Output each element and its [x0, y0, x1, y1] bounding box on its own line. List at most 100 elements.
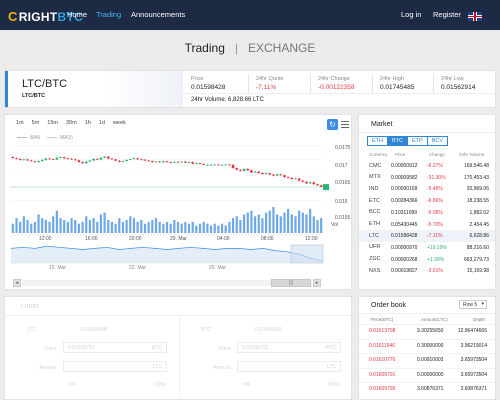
interval-1d[interactable]: 1d: [98, 120, 105, 126]
market-row[interactable]: MTX 0.00009582 -31.30% 170,453.43: [359, 172, 495, 184]
pair-name: LTC/BTC: [22, 78, 68, 90]
scrollbar-track[interactable]: [22, 280, 312, 286]
volume-bar: [114, 223, 117, 233]
volume-bar: [44, 220, 47, 233]
column-header-volume[interactable]: 24hr Volume: [459, 152, 485, 157]
navigator-window: [290, 244, 324, 264]
ma15-legend[interactable]: MA15: [47, 135, 73, 141]
market-row-currency: MTX: [369, 174, 381, 181]
volume-bar: [283, 212, 286, 233]
market-panel: Market ETH BTC ETP BCV Currency Price Ch…: [358, 114, 496, 290]
candle-body: [99, 157, 103, 160]
order-price: 0.01611546: [369, 342, 396, 349]
column-header-change[interactable]: Change: [429, 152, 445, 157]
candle-body: [286, 177, 290, 178]
order-depth: 3.60876371: [460, 386, 487, 392]
buy-price-unit: BTC: [152, 345, 162, 351]
title-separator: |: [234, 41, 238, 55]
market-row-volume: 663,279.73: [463, 256, 489, 263]
divider: [248, 74, 249, 93]
trading-title[interactable]: Trading: [184, 41, 225, 55]
candle-body: [316, 184, 319, 186]
register-link[interactable]: Register: [433, 10, 461, 19]
candlestick-chart[interactable]: [5, 115, 351, 289]
tab-eth[interactable]: ETH: [367, 136, 388, 146]
volume-bar: [118, 218, 121, 233]
candle-body: [92, 158, 95, 161]
candle-body: [29, 160, 33, 162]
tab-etp[interactable]: ETP: [407, 136, 428, 146]
candle-body: [198, 163, 202, 164]
buy-amount-input[interactable]: LTC: [63, 361, 167, 372]
uk-flag-icon[interactable]: [468, 12, 482, 21]
scroll-left-button[interactable]: ◂: [13, 279, 21, 287]
interval-week[interactable]: week: [112, 120, 126, 126]
order-book-row[interactable]: 0.01613798 9.30255650 12.96474665: [359, 324, 495, 336]
volume-bar: [30, 223, 33, 233]
candle-body: [272, 174, 275, 176]
order-book-row[interactable]: 0.01609791 0.00000000 3.65973504: [359, 367, 495, 380]
change-24h-label: 24hr Change: [318, 76, 350, 82]
market-row-currency: NXS: [369, 267, 381, 274]
order-book-row[interactable]: 0.01609795 3.60876371 3.60876371: [359, 382, 495, 394]
candle-body: [301, 180, 305, 182]
refresh-icon[interactable]: ↻: [327, 119, 338, 130]
navigator-label: 22. Mar: [129, 265, 146, 271]
logo-prefix: C: [8, 9, 18, 24]
interval-1m[interactable]: 1m: [16, 120, 24, 126]
interval-1h[interactable]: 1h: [84, 120, 91, 126]
volume-bar: [147, 221, 150, 233]
volume-bar: [52, 216, 55, 233]
buy-price-label: Price: [45, 346, 57, 352]
order-book-row[interactable]: 0.01611546 0.30000000 3.96219014: [359, 338, 495, 351]
market-row[interactable]: LTC 0.01598428 -7.11% 6,628.86: [359, 230, 495, 242]
scroll-right-button[interactable]: ▸: [313, 279, 321, 287]
candle-body: [257, 171, 261, 173]
ma5-legend[interactable]: MA5: [17, 135, 40, 141]
column-header-currency[interactable]: Currency: [369, 152, 388, 157]
interval-30m[interactable]: 30m: [65, 120, 77, 126]
column-header-price[interactable]: Price: [395, 152, 406, 157]
tab-bcv[interactable]: BCV: [426, 136, 449, 146]
buy-price-input[interactable]: 0.01608761 BTC: [63, 342, 167, 353]
price-label: Price: [191, 76, 204, 82]
market-row[interactable]: UFR 0.00000970 +19.19% 88,216.60: [359, 242, 495, 254]
exchange-title[interactable]: EXCHANGE: [248, 41, 316, 55]
menu-icon[interactable]: [341, 121, 349, 128]
volume-bar: [191, 221, 194, 233]
candle-body: [48, 158, 51, 160]
navigator-label: 15. Mar: [49, 265, 66, 271]
high-24h-value: 0.01745485: [380, 84, 415, 91]
login-link[interactable]: Log in: [401, 10, 422, 19]
interval-15m[interactable]: 15m: [47, 120, 58, 126]
order-book-row[interactable]: 0.01610776 0.00910003 3.65973504: [359, 353, 495, 365]
sell-amount-input[interactable]: LTC: [237, 361, 341, 372]
row-count-select[interactable]: Row 5: [459, 300, 487, 309]
nav-home[interactable]: Home: [67, 10, 88, 19]
market-row-volume: 6,628.86: [469, 233, 489, 240]
market-row[interactable]: CMC 0.00000912 -6.27% 169,546.48: [359, 160, 495, 172]
navigator-line: [10, 245, 324, 262]
candle-body: [55, 157, 59, 160]
logo[interactable]: C RIGHT BTC: [8, 9, 83, 24]
volume-bar: [272, 207, 275, 233]
nav-announcements[interactable]: Announcements: [131, 10, 186, 19]
interval-5m[interactable]: 5m: [31, 120, 40, 126]
scrollbar-thumb[interactable]: |||: [271, 279, 311, 287]
volume-bar: [169, 223, 172, 233]
sell-amount-unit: LTC: [326, 364, 336, 370]
candle-body: [147, 160, 150, 162]
tab-btc[interactable]: BTC: [387, 136, 408, 146]
market-row[interactable]: IND 0.00000169 -5.48% 20,969.06: [359, 183, 495, 195]
market-row[interactable]: NXS 0.00019827 -3.61% 15,169.98: [359, 265, 495, 277]
y-tick: 0.016: [335, 199, 348, 205]
market-row[interactable]: ETC 0.00284366 -6.86% 18,238.55: [359, 195, 495, 207]
candle-body: [169, 162, 172, 163]
market-row[interactable]: BCC 0.10311099 -6.08% 1,882.02: [359, 207, 495, 219]
market-row[interactable]: ETH 0.05430445 -5.70% 2,454.45: [359, 219, 495, 231]
nav-trading[interactable]: Trading: [96, 10, 122, 19]
logo-mid: RIGHT: [18, 9, 58, 24]
market-row[interactable]: ZGC 0.00000268 +1.90% 663,279.73: [359, 254, 495, 266]
sell-price-input[interactable]: 0.01608761 BTC: [237, 342, 341, 353]
candle-body: [132, 158, 136, 160]
